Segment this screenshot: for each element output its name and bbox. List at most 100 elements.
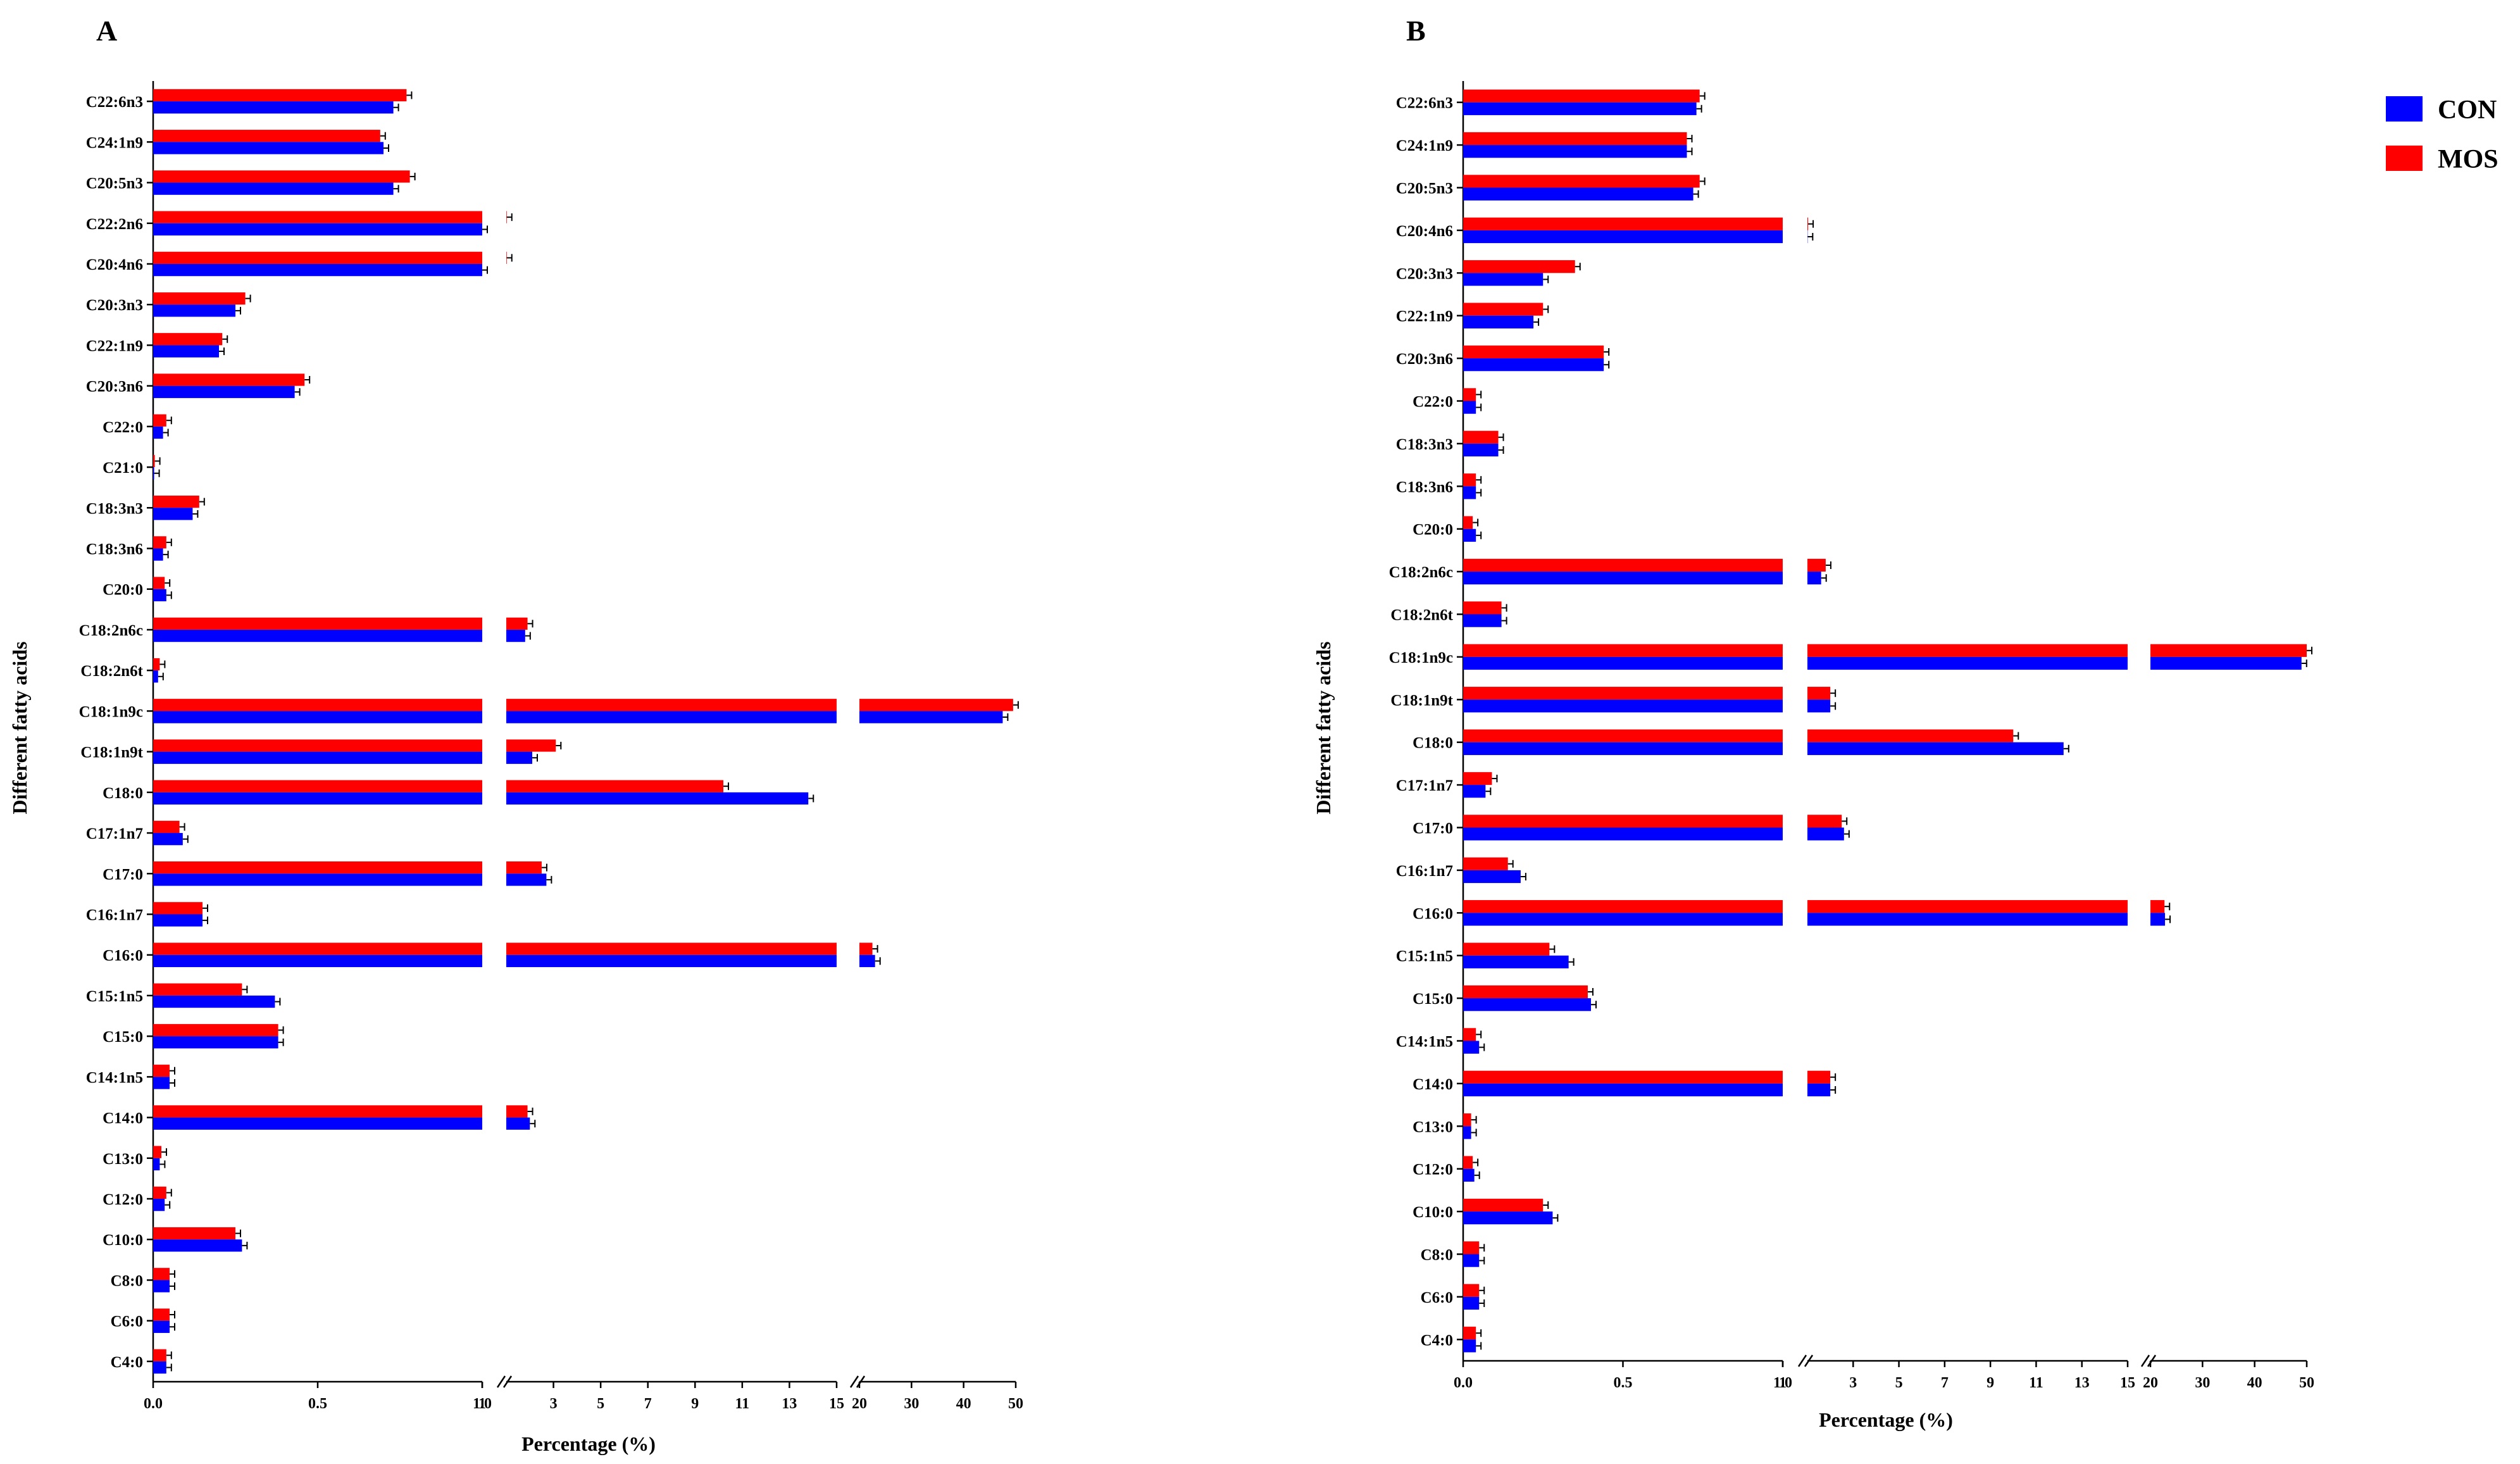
panel-a-bar-con [153, 101, 399, 114]
panel-b-axis-break-mark [1804, 1355, 1814, 1367]
panel-b-bar-mos [1463, 1070, 1837, 1084]
panel-a-bar-mos [153, 89, 413, 102]
panel-a-category-label: C17:0 [103, 866, 143, 883]
panel-b-bar-mos [1463, 430, 1504, 444]
panel-b-bar-mos [1463, 260, 1581, 273]
panel-b-category-label: C14:0 [1413, 1076, 1453, 1093]
panel-b-bar-mos [1463, 601, 1507, 615]
panel-a-bar-con [153, 1361, 172, 1374]
panel-b-bar-con [1463, 998, 1597, 1011]
panel-a-bar-con [153, 548, 169, 561]
panel-b-bar-mos [1463, 985, 1594, 999]
panel-b-category-label: C8:0 [1421, 1247, 1453, 1264]
panel-a-x-tick-label: 5 [597, 1396, 604, 1412]
panel-b-bar-con [1463, 230, 1814, 244]
panel-a-bar-con [153, 589, 172, 601]
panel-a-category-label: C22:2n6 [86, 216, 143, 233]
panel-a-category-label: C18:0 [103, 785, 143, 802]
panel-a-category-label: C20:3n3 [86, 297, 143, 314]
panel-a-category-label: C20:4n6 [86, 256, 143, 273]
panel-b-bar-con [1463, 102, 1702, 115]
panel-b-bar-mos [1463, 687, 1837, 700]
panel-b-bar-con [1463, 1168, 1480, 1182]
panel-b-category-label: C18:3n3 [1396, 436, 1453, 453]
panel-b-bar-con [1463, 572, 1827, 585]
panel-a-bar-mos [153, 1268, 175, 1280]
panel-b-bar-mos [1463, 132, 1693, 146]
panel-b-bar-con [1463, 401, 1482, 414]
panel-b-category-label: C12:0 [1413, 1161, 1453, 1179]
panel-b-category-label: C20:3n6 [1396, 351, 1453, 368]
legend-label-mos: MOS [2438, 145, 2498, 174]
panel-a-bar-mos [153, 1023, 284, 1037]
panel-b-bar-con [1463, 742, 2069, 755]
panel-a-bar-con [153, 467, 160, 480]
panel-b-bar-con [1463, 529, 1482, 542]
panel-b-axis-break-mark [1797, 1355, 1807, 1367]
panel-b-bar-mos [1463, 942, 1556, 956]
panel-b-axis-break-mark [2140, 1355, 2150, 1367]
panel-a-bar-con [153, 711, 1009, 723]
panel-b-bar-con [1463, 1211, 1559, 1225]
panel-a-bar-mos [153, 1186, 172, 1199]
panel-a-bar-mos [153, 496, 205, 508]
legend-label-con: CON [2438, 96, 2497, 125]
panel-b-bar-mos [1463, 900, 2171, 913]
panel-b-category-label: C6:0 [1421, 1289, 1453, 1306]
panel-a-bar-con [153, 995, 281, 1008]
panel-b-category-label: C20:5n3 [1396, 180, 1453, 197]
panel-b-x-tick-label: 50 [2299, 1375, 2314, 1391]
panel-b-bar-mos [1463, 345, 1610, 359]
panel-a-category-label: C10:0 [103, 1232, 143, 1249]
panel-b-bar-con [1463, 913, 2171, 926]
panel-b-category-label: C20:4n6 [1396, 223, 1453, 240]
panel-b-category-label: C16:1n7 [1396, 863, 1453, 880]
panel-b-category-label: C20:0 [1413, 522, 1453, 539]
panel-a-bar-mos [153, 1227, 241, 1240]
panel-b-category-label: C18:2n6t [1390, 607, 1453, 624]
panel-b-category-label: C16:0 [1413, 905, 1453, 922]
panel-a-bar-con [153, 1320, 175, 1333]
panel-b-x-tick-label: 20 [2143, 1375, 2158, 1391]
panel-a-bar-mos [153, 861, 547, 874]
panel-a-bar-con [153, 954, 881, 967]
panel-b-category-label: C18:1n9c [1389, 649, 1453, 666]
panel-b-letter: B [1406, 15, 1426, 47]
panel-b-bar-mos [1463, 303, 1549, 316]
panel-a-bar-mos [153, 902, 208, 915]
panel-b-bar-con [1463, 699, 1837, 713]
panel-b-axis-break-mark [2147, 1355, 2157, 1367]
panel-a-bar-con [153, 142, 389, 154]
panel-b-bar-con [1463, 273, 1549, 286]
panel-a-bar-con [153, 629, 531, 642]
panel-a-bar-con [153, 670, 164, 683]
panel-a-y-axis-title: Different fatty acids [8, 641, 31, 814]
panel-a-bar-mos [153, 211, 513, 223]
panel-a-x-tick-label: 1.0 [473, 1396, 492, 1412]
panel-a-bar-con [153, 1158, 166, 1171]
panel-a-bar-mos [153, 1105, 533, 1118]
panel-a-axis-break-mark [502, 1375, 513, 1388]
panel-a-category-label: C18:2n6c [79, 622, 143, 639]
panel-a-category-label: C13:0 [103, 1151, 143, 1168]
panel-a-bar-con [153, 792, 814, 805]
panel-a-bar-mos [153, 251, 513, 264]
panel-a-bar-con [153, 345, 225, 358]
panel-b-x-tick-label: 7 [1941, 1375, 1949, 1391]
panel-b-bar-mos [1463, 388, 1482, 401]
panel-a-bar-con [153, 751, 539, 764]
panel-a-category-label: C16:0 [103, 948, 143, 965]
panel-a-x-tick-label: 0.0 [144, 1396, 163, 1412]
panel-b-category-label: C22:1n9 [1396, 308, 1453, 325]
panel-a-category-label: C18:1n9c [79, 703, 143, 720]
panel-b-x-tick-label: 0.0 [1454, 1375, 1473, 1391]
panel-a-bar-mos [153, 1308, 175, 1321]
panel-a-category-label: C18:1n9t [80, 744, 143, 761]
panel-b-category-label: C20:3n3 [1396, 265, 1453, 282]
panel-a-bar-mos [153, 130, 386, 142]
panel-b-category-label: C18:0 [1413, 735, 1453, 752]
panel-a-bar-mos [153, 780, 730, 792]
panel-b-category-label: C15:0 [1413, 991, 1453, 1008]
panel-b-category-label: C13:0 [1413, 1118, 1453, 1136]
panel-a-category-label: C4:0 [111, 1354, 143, 1371]
